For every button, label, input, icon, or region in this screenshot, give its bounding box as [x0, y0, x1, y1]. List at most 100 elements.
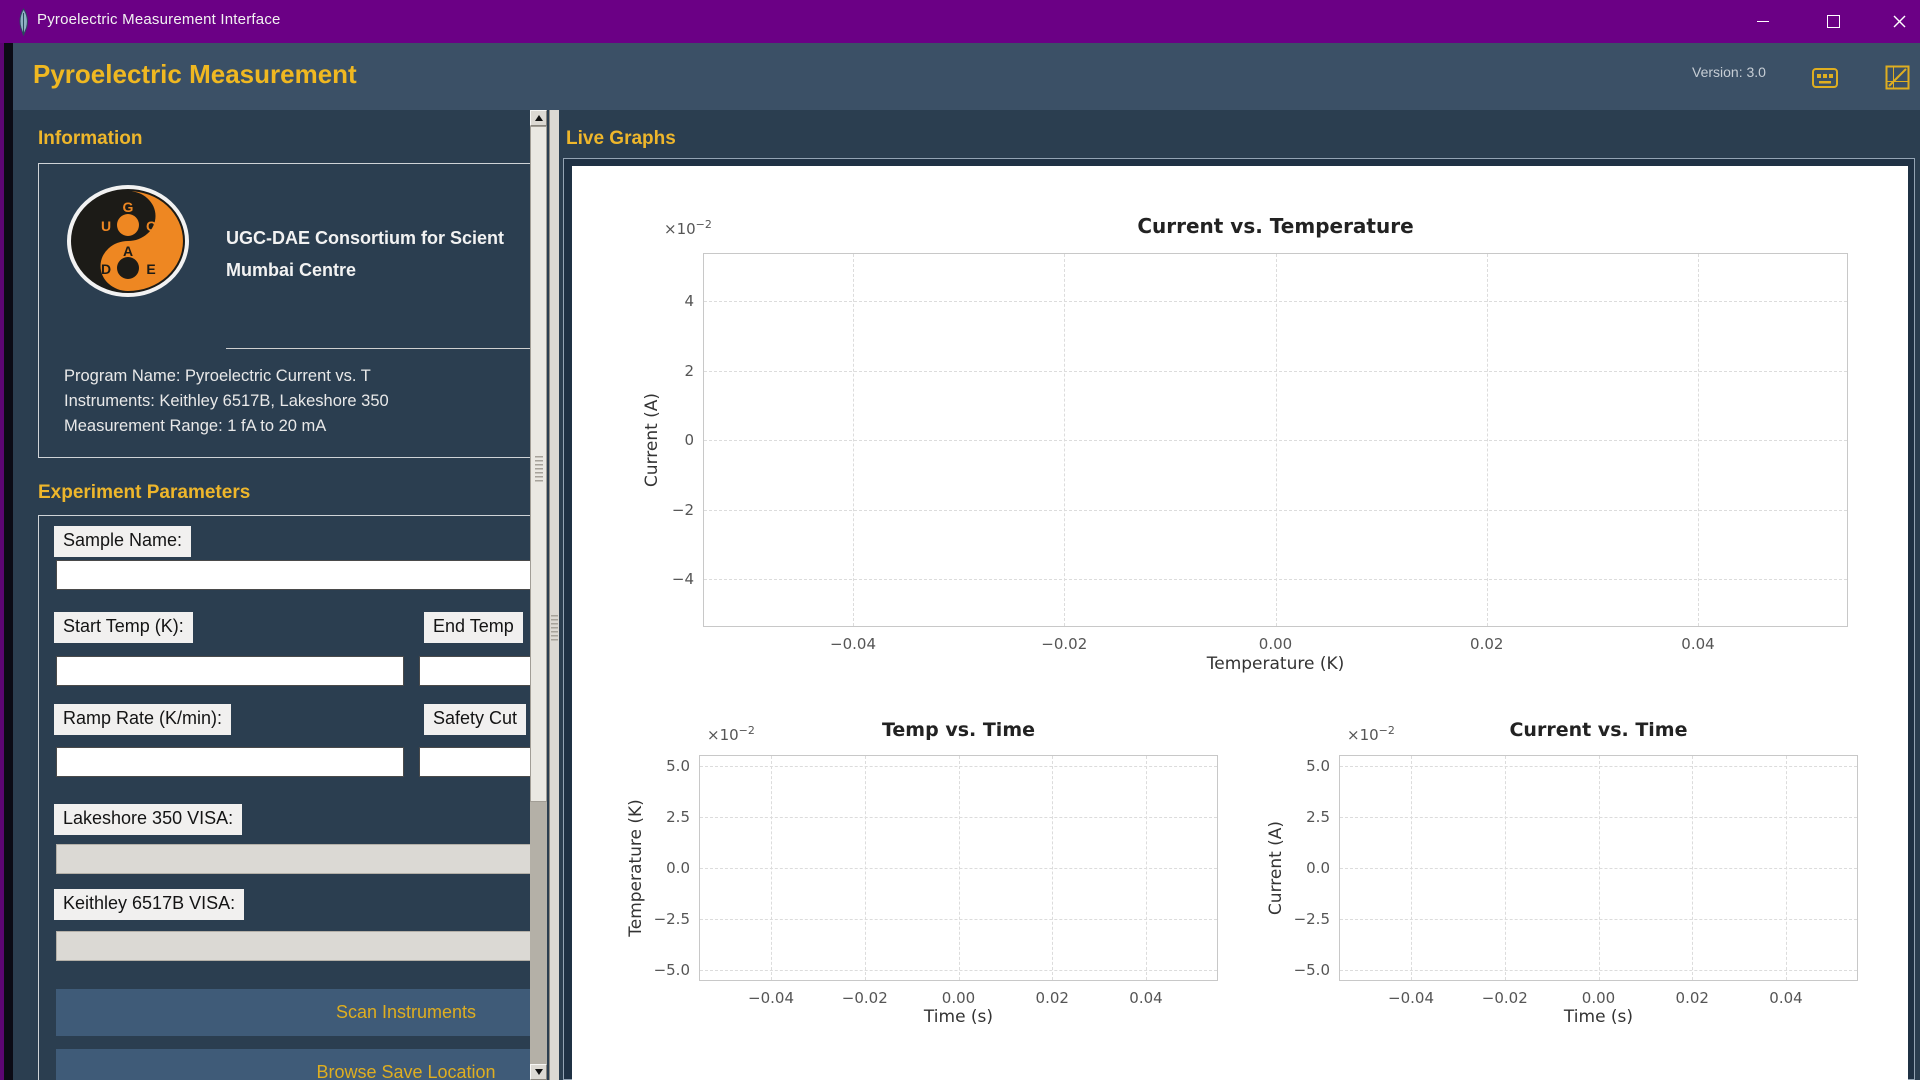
app-feather-icon [19, 8, 28, 36]
x-tick-label: 0.04 [1769, 989, 1803, 1007]
experiment-parameters-heading: Experiment Parameters [38, 482, 251, 503]
graph-canvas: 4 2 0 −2 −4 −0.04 −0.02 0.00 0.02 0.04 Current vs.… [572, 166, 1908, 1080]
y-tick-label: 2.5 [1306, 808, 1330, 826]
info-separator [226, 348, 530, 349]
y-tick-label: −5.0 [1293, 961, 1330, 979]
browse-save-location-button[interactable]: Browse Save Location [56, 1049, 530, 1080]
scrollbar-up-button[interactable] [530, 110, 547, 126]
window-left-border [0, 43, 4, 1080]
y-axis-label: Current (A) [1266, 820, 1286, 916]
org-name-line1: UGC-DAE Consortium for Scient [226, 228, 505, 248]
scrollbar-down-button[interactable] [530, 1064, 547, 1080]
information-heading: Information [38, 128, 143, 149]
gridline-v [1146, 756, 1147, 980]
minimize-icon [1757, 21, 1769, 22]
keyboard-icon[interactable] [1812, 68, 1838, 88]
x-tick-label: −0.02 [1481, 989, 1528, 1007]
maximize-icon [1826, 15, 1840, 28]
axis-offset-label: ×10−2 [707, 724, 755, 744]
gridline-v [1698, 254, 1699, 626]
app-title: Pyroelectric Measurement [33, 59, 357, 89]
y-tick-label: 5.0 [1306, 757, 1330, 775]
x-tick-label: −0.04 [1388, 989, 1434, 1007]
safety-cutoff-input[interactable] [419, 747, 530, 777]
chart-title: Temp vs. Time [881, 719, 1036, 741]
y-tick-label: −2.5 [653, 910, 690, 928]
start-temp-input[interactable] [56, 656, 404, 686]
x-tick-label: −0.02 [1041, 635, 1088, 653]
org-name-line2: Mumbai Centre [226, 260, 357, 280]
sample-name-input[interactable] [56, 560, 530, 590]
close-button[interactable] [1879, 0, 1920, 43]
scan-instruments-button[interactable]: Scan Instruments [56, 989, 530, 1036]
experiment-parameters-box: Sample Name: Start Temp (K): End Temp Ra… [38, 515, 530, 1080]
measurement-range-line: Measurement Range: 1 fA to 20 mA [64, 417, 327, 435]
gridline-v [1598, 756, 1600, 980]
lakeshore-visa-label: Lakeshore 350 VISA: [54, 804, 243, 835]
gridline-v [1504, 756, 1506, 980]
instruments-line: Instruments: Keithley 6517B, Lakeshore 3… [64, 392, 389, 410]
version-label: Version: 3.0 [1692, 64, 1766, 80]
close-icon [1893, 15, 1906, 28]
x-tick-label: 0.00 [941, 989, 976, 1007]
ramp-rate-input[interactable] [56, 747, 404, 777]
safety-cutoff-label: Safety Cut [424, 704, 527, 735]
lakeshore-visa-combobox[interactable] [56, 844, 530, 874]
logo-top-dot [117, 214, 139, 236]
x-axis-label: Temperature (K) [1206, 654, 1345, 674]
start-temp-label: Start Temp (K): [54, 612, 193, 643]
y-tick-label: −4 [671, 570, 694, 588]
maximize-button[interactable] [1810, 0, 1856, 43]
logo-letter-c: C [146, 218, 156, 234]
left-pane-scrollbar[interactable] [530, 110, 547, 1080]
chart-title: Current vs. Time [1509, 719, 1688, 741]
keithley-visa-combobox[interactable] [56, 931, 530, 961]
y-tick-label: 4 [684, 292, 694, 310]
axes-frame [1339, 755, 1858, 981]
window-left-edge [4, 43, 13, 1080]
y-axis-label: Temperature (K) [626, 799, 646, 937]
y-tick-label: 0.0 [1306, 859, 1330, 877]
program-name-line: Program Name: Pyroelectric Current vs. T [64, 367, 371, 385]
logo-letter-a: A [123, 243, 133, 259]
minimize-button[interactable] [1740, 0, 1786, 43]
x-tick-label: 0.00 [1581, 989, 1616, 1007]
logo-bottom-dot [117, 257, 139, 279]
chart-icon[interactable] [1885, 65, 1910, 90]
gridline-v [1786, 756, 1787, 980]
information-box: G U C A D E UGC-DAE Consortium for Scien… [38, 163, 530, 458]
x-tick-label: 0.04 [1129, 989, 1163, 1007]
app-header: Pyroelectric Measurement Version: 3.0 [13, 43, 1920, 110]
x-tick-label: −0.04 [830, 635, 876, 653]
end-temp-label: End Temp [424, 612, 523, 643]
y-tick-label: 5.0 [666, 757, 690, 775]
gridline-v [1275, 254, 1277, 626]
sample-name-label: Sample Name: [54, 526, 192, 557]
y-axis-label: Current (A) [642, 392, 662, 488]
gridline-v [958, 756, 960, 980]
scrollbar-track[interactable] [530, 802, 547, 1064]
gridline-v [1486, 254, 1488, 626]
gridline-v [853, 254, 854, 626]
scroll-up-icon [534, 115, 543, 121]
window-title: Pyroelectric Measurement Interface [37, 11, 281, 28]
x-tick-label: 0.02 [1035, 989, 1069, 1007]
x-tick-label: −0.04 [748, 989, 794, 1007]
logo-letter-g: G [123, 199, 134, 215]
x-axis-label: Time (s) [923, 1007, 994, 1027]
y-tick-label: −2 [671, 500, 694, 519]
x-tick-label: −0.02 [841, 989, 888, 1007]
y-tick-label: −5.0 [653, 961, 690, 979]
y-tick-label: 2.5 [666, 808, 690, 826]
gridline-v [1411, 756, 1412, 980]
gridline-v [1052, 756, 1054, 980]
outer-scrollbar[interactable] [549, 110, 559, 1080]
y-tick-label: 2 [684, 361, 694, 380]
axis-offset-label: ×10−2 [1347, 724, 1395, 744]
x-tick-label: 0.02 [1675, 989, 1709, 1007]
y-tick-label: 0 [684, 431, 694, 449]
axis-offset-label: ×10−2 [664, 218, 712, 238]
scrollbar-thumb[interactable] [530, 126, 547, 802]
end-temp-input[interactable] [419, 656, 530, 686]
